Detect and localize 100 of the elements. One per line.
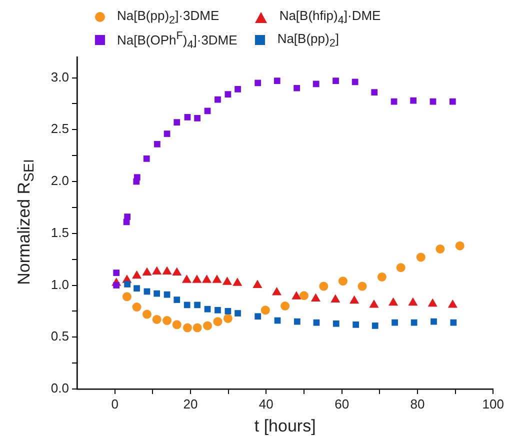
point (142, 267, 152, 276)
point (330, 294, 340, 303)
y-tick-label: 0.5 (50, 328, 69, 344)
point (164, 130, 170, 137)
legend-label: Na[B(OPh$^{F}$)$_{4}$]·3DME (117, 30, 238, 51)
point (202, 274, 212, 283)
point (392, 319, 398, 326)
point (294, 84, 300, 92)
point (319, 282, 328, 291)
point (203, 321, 212, 330)
x-tick-label: 80 (410, 396, 425, 412)
point (310, 293, 320, 302)
point (377, 272, 386, 282)
point (124, 281, 130, 288)
y-tick-label: 2.5 (50, 121, 69, 136)
point (162, 266, 172, 275)
point (154, 290, 160, 297)
point (450, 319, 457, 326)
x-tick-label: 20 (183, 396, 198, 412)
point (143, 155, 150, 162)
point (408, 297, 418, 306)
point (172, 320, 182, 330)
point (430, 98, 436, 105)
point (122, 292, 132, 302)
point (134, 174, 140, 181)
point (396, 263, 406, 272)
point (313, 319, 320, 326)
point (174, 296, 180, 303)
point (416, 252, 426, 262)
point (172, 267, 182, 276)
y-tick-label: 1.0 (50, 276, 69, 292)
point (390, 98, 398, 105)
point (292, 291, 302, 300)
point (194, 115, 200, 122)
point (134, 285, 140, 292)
point (299, 291, 308, 300)
point (280, 302, 290, 310)
point (124, 214, 130, 220)
point (294, 318, 300, 325)
y-tick-label: 2.0 (50, 173, 69, 188)
point (214, 96, 221, 103)
point (252, 280, 262, 288)
point (428, 298, 438, 307)
point (214, 306, 221, 314)
point (132, 302, 142, 312)
point (174, 119, 180, 126)
x-tick-label: 0 (111, 396, 118, 412)
point (388, 297, 398, 306)
legend-label: Na[B(pp)$_{2}$] (277, 30, 339, 50)
point (449, 98, 456, 105)
point (182, 323, 192, 332)
point (192, 323, 202, 332)
legend-label: Na[B(hfip)$_{4}$]·DME (279, 8, 381, 27)
point (352, 321, 360, 328)
point (260, 306, 270, 315)
point (312, 80, 320, 88)
point (192, 274, 202, 283)
point (338, 276, 348, 286)
point (204, 306, 211, 312)
point (162, 316, 172, 326)
point (224, 91, 232, 98)
point (224, 308, 232, 314)
point (152, 266, 162, 275)
point (448, 299, 458, 308)
point (213, 317, 222, 326)
point (371, 89, 378, 96)
point (184, 114, 191, 120)
point (232, 278, 242, 286)
point (254, 313, 262, 320)
x-axis-title: t [hours] (254, 416, 316, 436)
point (184, 302, 190, 308)
y-tick-label: 1.5 (50, 224, 69, 240)
point (410, 319, 418, 326)
point (350, 295, 360, 304)
point (113, 282, 120, 288)
point (113, 270, 120, 276)
point (274, 78, 280, 84)
point (358, 282, 367, 291)
point (369, 299, 379, 308)
point (234, 86, 241, 92)
point (194, 302, 200, 308)
x-tick-label: 100 (482, 396, 504, 412)
point (182, 274, 192, 283)
y-tick-label: 3.0 (50, 69, 69, 84)
point (154, 140, 160, 148)
point (332, 78, 339, 84)
point (372, 322, 378, 329)
point (272, 287, 282, 296)
point (132, 270, 142, 279)
legend-label: Na[B(pp)$_{2}$]·3DME (117, 8, 220, 27)
x-tick-label: 60 (334, 396, 350, 412)
point (152, 314, 162, 324)
point (212, 274, 222, 283)
text: 0.0 (50, 380, 69, 396)
point (430, 318, 437, 325)
point (332, 320, 340, 327)
point (164, 291, 170, 298)
x-tick-label: 40 (258, 396, 274, 412)
point (223, 314, 232, 323)
point (254, 80, 262, 86)
